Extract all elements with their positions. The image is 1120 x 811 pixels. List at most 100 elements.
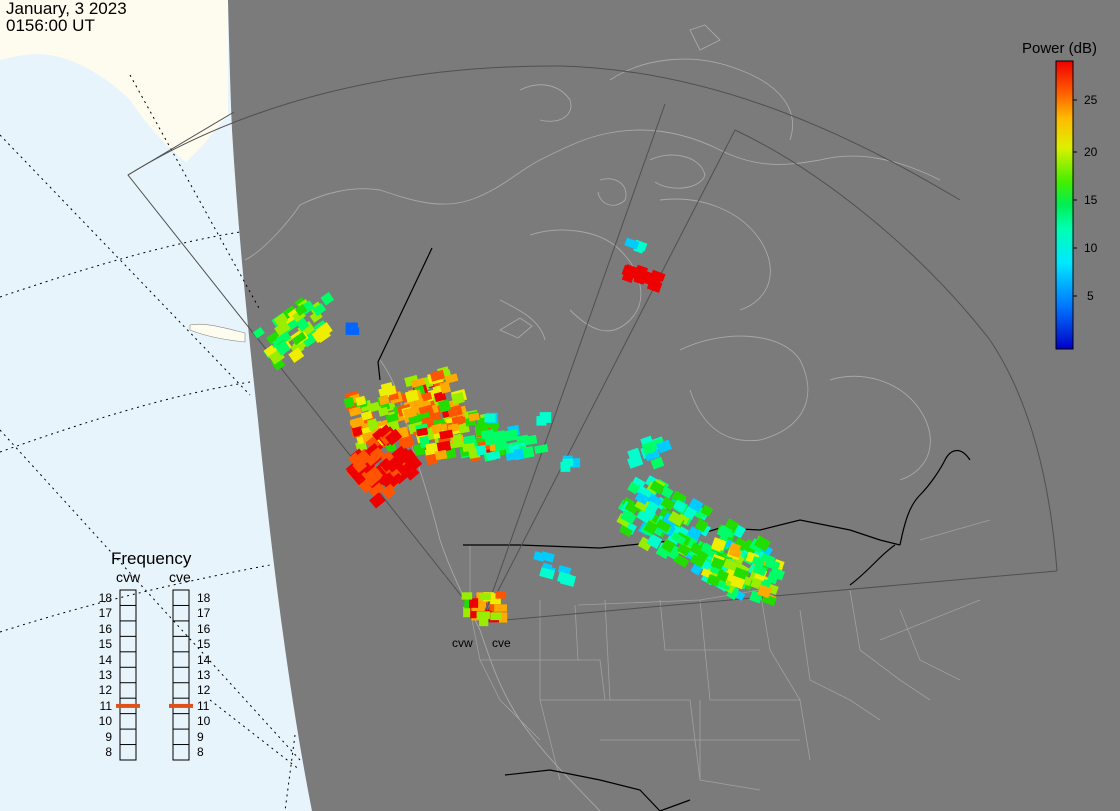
echo-cluster [624,237,648,254]
echo-cell [276,331,292,346]
echo-cell [631,476,646,489]
date-label: January, 3 2023 [6,0,127,18]
echo-cell [676,542,691,557]
echo-cell [450,391,465,405]
echo-cell [345,322,358,333]
echo-cell [385,413,399,423]
frequency-column-cvw [119,589,137,761]
echo-cell [288,347,305,363]
echo-cell [619,525,633,538]
echo-cluster [621,264,666,293]
echo-cell [479,616,489,627]
echo-cell [636,485,651,498]
echo-cell [343,396,355,409]
echo-cell [444,373,459,384]
echo-cell [750,577,763,590]
echo-cell [377,424,392,438]
echo-cell [710,540,724,552]
echo-cell [516,434,529,444]
echo-cell [616,513,632,528]
echo-cell [385,457,401,473]
frequency-marker-cve [169,703,193,708]
echo-cell [312,303,327,317]
frequency-level-label: 12 [98,683,112,698]
echo-cell [655,518,672,533]
echo-cell [381,484,397,500]
echo-cell [439,429,454,440]
echo-cell [476,611,490,620]
frequency-level-label: 13 [98,668,112,682]
frequency-level-label: 9 [105,729,112,744]
echo-cell [447,404,463,418]
echo-cluster [294,291,335,317]
echo-cell [624,237,640,250]
colorbar-tick: 20 [1084,145,1098,159]
echo-cell [752,564,767,577]
echo-cell [390,445,409,463]
echo-cell [355,395,367,407]
station-label-cve: cve [492,636,511,650]
frequency-level-label: 8 [197,745,204,760]
echo-cell [717,524,733,540]
echo-cluster [536,412,552,426]
echo-cell [624,511,637,523]
echo-cluster [475,424,549,462]
echo-cell [368,482,385,498]
echo-cell [671,490,687,505]
frequency-level-label: 9 [197,729,204,744]
frequency-level-label: 17 [98,606,112,621]
frequency-level-label: 11 [197,698,210,713]
frequency-title: Frequency [111,549,192,568]
echo-cell [633,272,647,285]
colorbar-title: Power (dB) [1022,40,1098,57]
echo-cell [403,465,420,481]
echo-cell [667,510,685,527]
echo-cell [486,450,501,461]
echo-cell [360,410,373,421]
colorbar [1055,60,1077,350]
echo-cluster [616,475,774,601]
echo-cell [414,397,426,409]
echo-cell [436,440,452,453]
echo-cell [648,279,662,292]
echo-cell [379,472,396,488]
echo-cell [751,556,765,568]
echo-cell [266,331,280,346]
echo-cell [520,446,535,459]
latlon-grid [0,74,301,811]
echo-cluster [252,297,333,371]
echo-cell [627,481,641,495]
frequency-radar-cvw: cvw [116,569,141,585]
echo-cell [461,592,473,600]
time-label: 0156:00 UT [6,16,95,35]
echo-cluster [560,455,581,472]
echo-cell [649,480,665,495]
echo-cell [469,598,479,608]
echo-cell [694,518,709,533]
echo-cell [568,458,581,468]
echo-cell [492,430,507,443]
echo-cell [533,551,546,562]
echo-cell [394,452,409,466]
echo-cell [490,612,502,621]
echo-cell [645,500,659,515]
echo-cluster [461,591,508,627]
echo-cell [294,304,308,316]
echo-cell [434,449,448,461]
echo-cell [475,444,487,456]
night-region [228,0,1120,811]
echo-cell [646,533,663,550]
frequency-level-label: 14 [197,652,211,667]
echo-cell [539,567,555,580]
echo-cell [366,401,382,413]
echo-cell [655,546,670,560]
echo-cell [484,413,496,423]
echo-cell [350,416,365,429]
echo-cell [769,567,785,581]
echo-cell [353,472,366,486]
frequency-level-label: 15 [197,637,211,652]
echo-cell [348,406,362,417]
echo-cell [480,429,495,440]
